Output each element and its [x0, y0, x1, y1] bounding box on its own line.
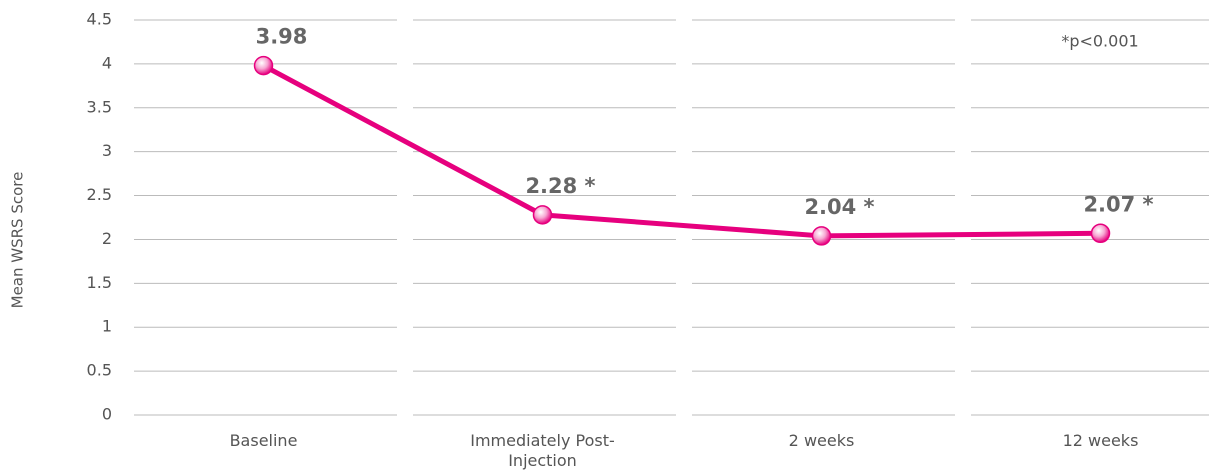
marker: [1090, 223, 1111, 244]
x-tick-label: Baseline: [229, 431, 298, 450]
y-tick-label: 2: [102, 229, 112, 248]
y-tick-label: 4.5: [87, 10, 112, 29]
y-tick-label: 3.5: [87, 97, 112, 116]
marker: [811, 226, 832, 246]
line: [262, 63, 1101, 239]
x-tick-label: 2 weeks: [788, 431, 855, 450]
y-tick-label: 0.5: [87, 361, 112, 380]
y-tick-label: 1: [102, 317, 112, 336]
y-tick-label: 3: [102, 141, 112, 160]
data-label: 2.04 *: [804, 195, 874, 219]
y-tick-label: 1.5: [87, 273, 112, 292]
data-label: 3.98: [256, 25, 308, 49]
y-axis-label: Mean WSRS Score: [9, 172, 27, 309]
marker: [532, 205, 553, 225]
x-tick-label: Immediately Post-Injection: [470, 431, 615, 470]
y-tick-label: 0: [102, 405, 112, 424]
data-label: 2.07 *: [1083, 192, 1153, 216]
data-label: 2.28 *: [525, 174, 595, 198]
annotation: *p<0.001: [1061, 32, 1138, 51]
marker: [253, 55, 274, 76]
x-tick-label: 12 weeks: [1062, 431, 1139, 450]
y-tick-label: 2.5: [87, 185, 112, 204]
y-tick-label: 4: [102, 53, 112, 72]
